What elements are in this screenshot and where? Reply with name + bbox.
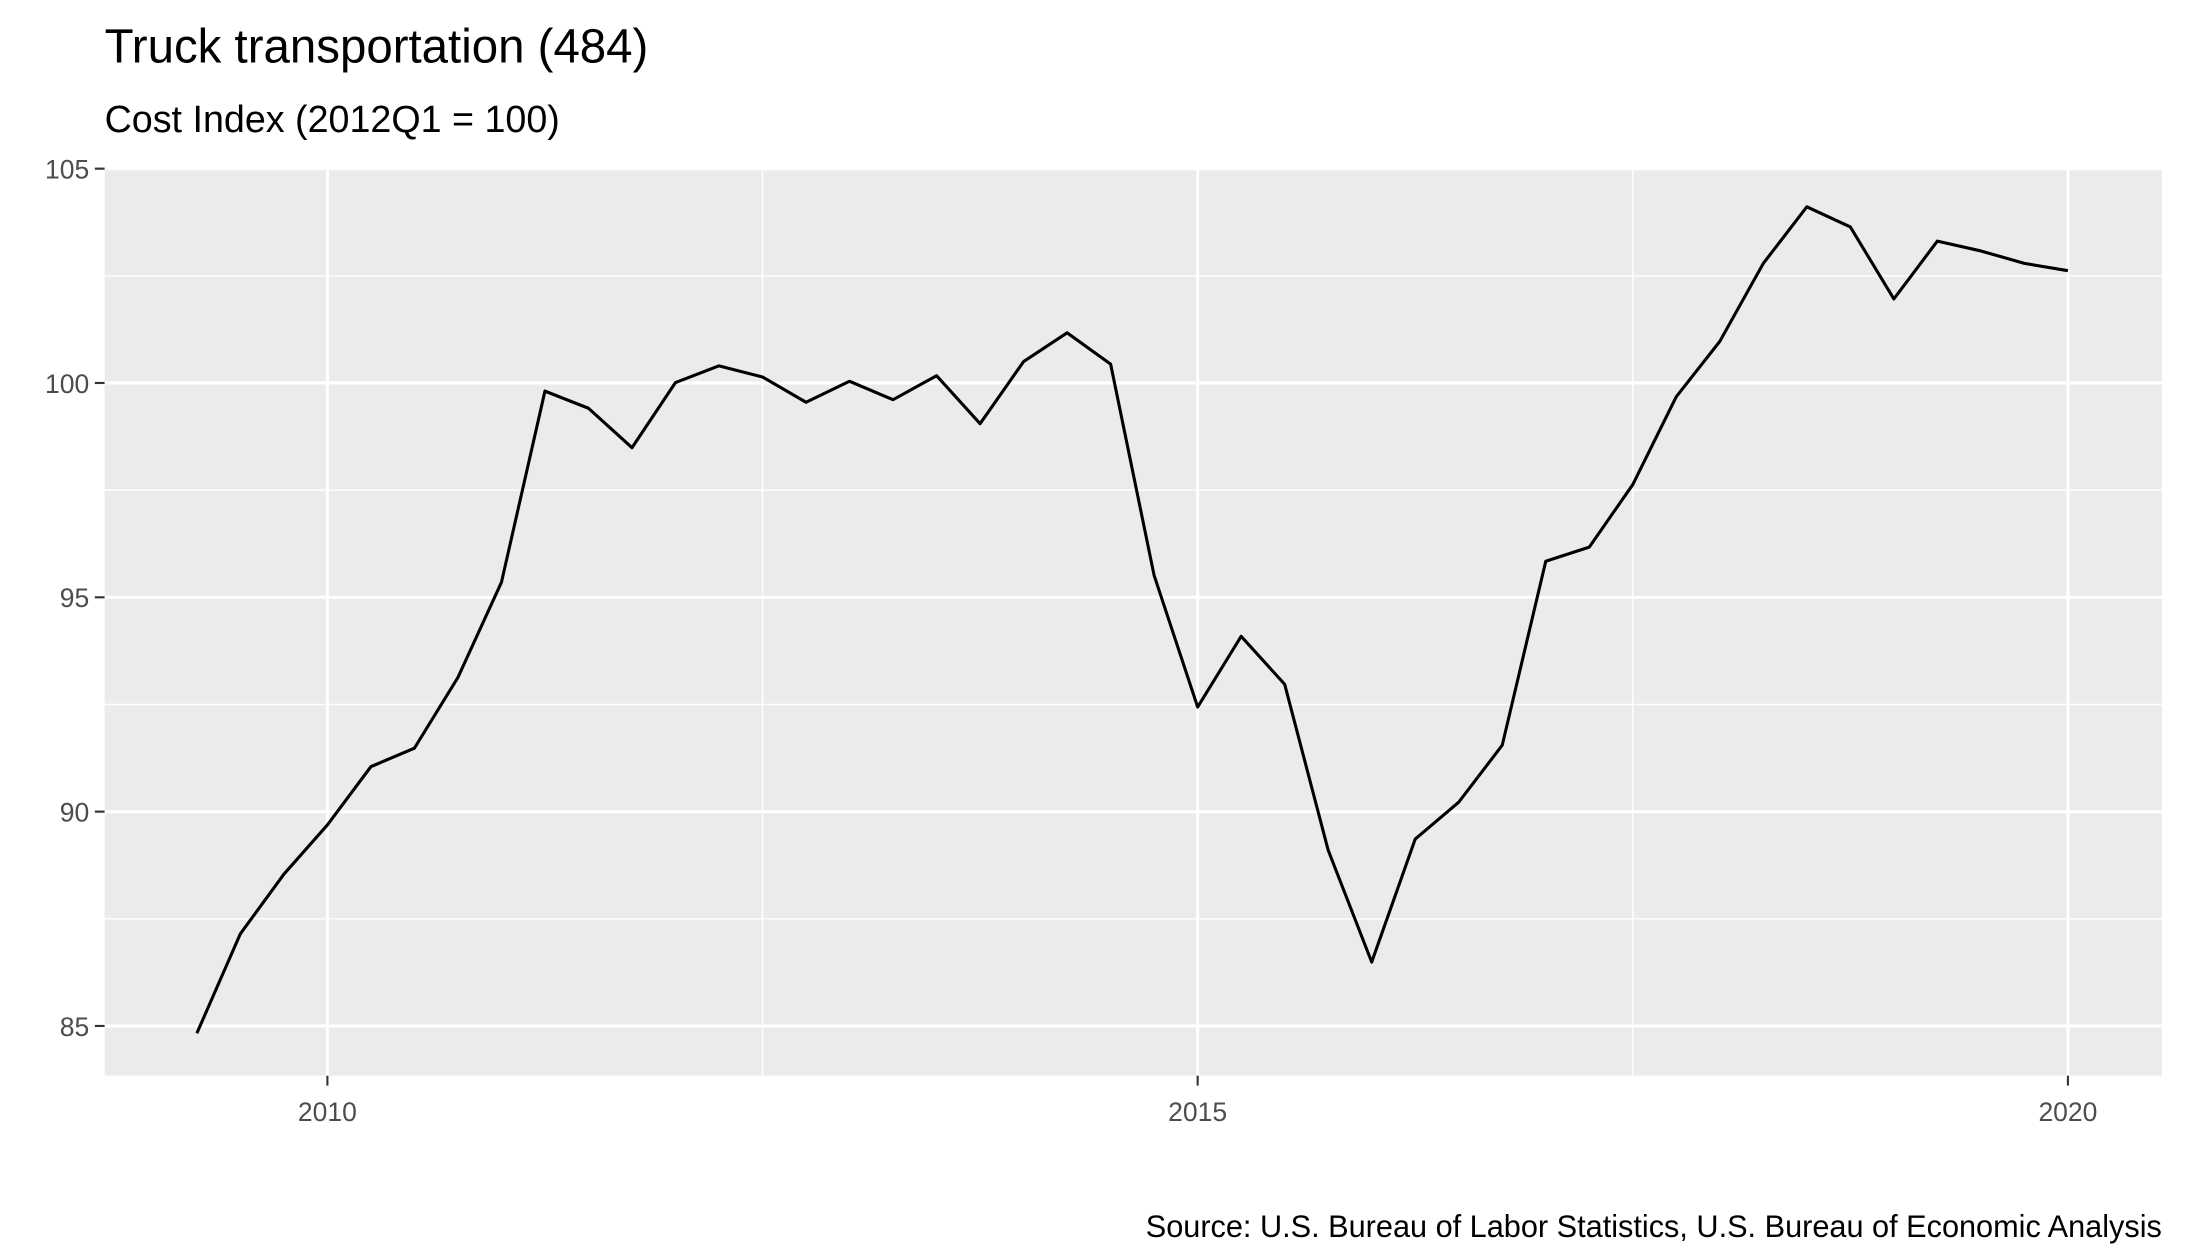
x-tick-label: 2020 bbox=[2038, 1097, 2097, 1127]
x-tick-label: 2010 bbox=[298, 1097, 357, 1127]
y-tick-label: 100 bbox=[45, 369, 89, 399]
marks bbox=[195, 205, 2069, 1034]
grid: 85 90 95 100 105 2010 2015 2020 bbox=[45, 154, 2162, 1127]
y-tick-label: 105 bbox=[45, 154, 89, 184]
y-tick-label: 95 bbox=[60, 583, 89, 613]
y-tick-label: 85 bbox=[60, 1012, 89, 1042]
chart-title: Truck transportation (484) bbox=[105, 20, 649, 73]
chart-subtitle: Cost Index (2012Q1 = 100) bbox=[105, 99, 560, 141]
panel bbox=[104, 168, 2162, 1076]
x-tick-label: 2015 bbox=[1168, 1097, 1227, 1127]
y-tick-label: 90 bbox=[60, 797, 89, 827]
caption: Source: U.S. Bureau of Labor Statistics,… bbox=[1146, 1209, 2162, 1244]
data-line bbox=[195, 205, 2069, 1034]
